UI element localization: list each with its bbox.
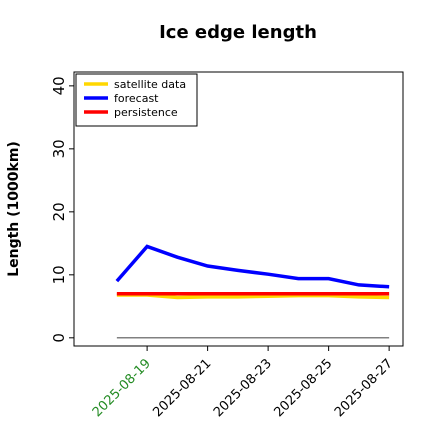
legend-label: forecast xyxy=(114,92,159,105)
x-tick-label: 2025-08-19 xyxy=(90,356,154,420)
y-tick-label: 20 xyxy=(50,202,68,221)
x-tick-label: 2025-08-23 xyxy=(211,356,275,420)
plot-frame xyxy=(73,71,404,347)
x-tick-label: 2025-08-27 xyxy=(332,356,396,420)
chart-title: Ice edge length xyxy=(159,22,317,43)
legend-label: satellite data xyxy=(114,78,186,91)
x-tick-label: 2025-08-21 xyxy=(150,356,214,420)
y-axis-label: Length (1000km) xyxy=(6,141,22,277)
y-tick-label: 40 xyxy=(50,76,68,95)
x-tick-label: 2025-08-25 xyxy=(271,356,335,420)
legend-label: persistence xyxy=(114,106,178,119)
series-line xyxy=(115,244,390,289)
y-tick-label: 10 xyxy=(50,265,68,284)
series-line xyxy=(116,293,390,300)
y-tick-label: 0 xyxy=(50,333,68,343)
y-tick-label: 30 xyxy=(50,139,68,158)
